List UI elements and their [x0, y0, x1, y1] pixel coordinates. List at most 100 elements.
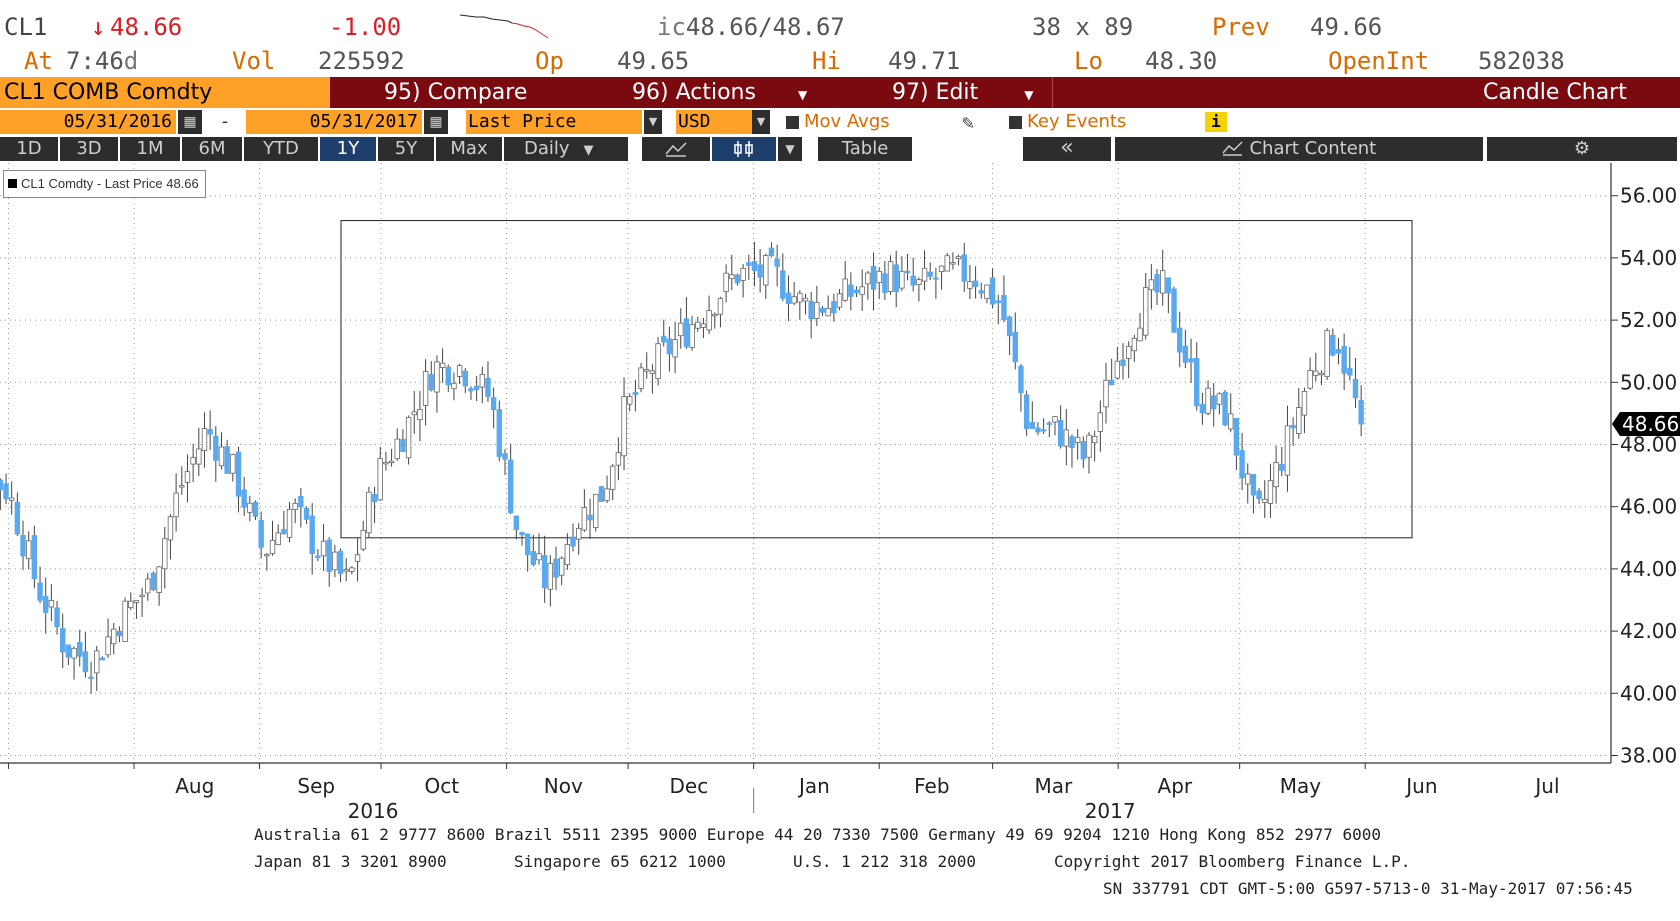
candle-body: [944, 255, 950, 272]
end-date-input[interactable]: 05/31/2017: [246, 110, 422, 134]
candle-body: [1256, 490, 1262, 500]
candle-body: [490, 397, 497, 410]
candle-body: [20, 535, 26, 557]
currency-select[interactable]: USD: [676, 110, 752, 134]
security-field[interactable]: CL1 COMB Comdty: [0, 77, 330, 108]
candle-body: [1086, 434, 1092, 458]
candle-body: [1318, 372, 1325, 376]
candle-body: [870, 265, 877, 290]
candle-body: [0, 479, 4, 491]
candle-body: [320, 540, 327, 557]
candle-body: [729, 274, 735, 280]
candle-body: [230, 454, 236, 474]
candle-body: [190, 457, 196, 465]
ticker: CL1: [4, 13, 48, 41]
candle-body: [706, 310, 712, 331]
dropdown-arrow-icon[interactable]: ▼: [752, 110, 770, 134]
candle-body: [462, 370, 468, 387]
compare-button[interactable]: 95) Compare: [384, 80, 528, 105]
last-price-marker: [1612, 411, 1680, 436]
gear-icon[interactable]: ⚙: [1487, 137, 1677, 161]
candle-body: [82, 651, 89, 673]
range-box-annotation: [340, 220, 1413, 539]
collapse-back-button[interactable]: «: [1023, 137, 1111, 161]
candle-body: [303, 507, 310, 520]
candle-body: [797, 292, 803, 303]
x-month-label: May: [1280, 774, 1322, 798]
mov-avgs-label[interactable]: Mov Avgs: [804, 111, 890, 132]
frequency-select[interactable]: Daily ▼: [504, 137, 628, 161]
candle-body: [1137, 327, 1143, 342]
candle-body: [14, 501, 21, 535]
candle-body: [661, 335, 667, 343]
key-events-checkbox[interactable]: [1009, 116, 1022, 129]
calendar-icon[interactable]: ▦: [424, 110, 448, 134]
period-1d[interactable]: 1D: [0, 137, 58, 161]
candle-body: [145, 578, 151, 594]
y-tick-label: 38.00: [1620, 744, 1677, 768]
candle-body: [955, 256, 962, 259]
candle-body: [309, 515, 315, 555]
last-price-label: 48.66: [1622, 412, 1679, 436]
candle-body: [893, 264, 899, 293]
candle-body: [1216, 393, 1223, 405]
candle-body: [1352, 378, 1359, 399]
key-events-label[interactable]: Key Events: [1027, 111, 1127, 132]
y-tick-label: 56.00: [1620, 184, 1677, 208]
candle-body: [349, 567, 355, 572]
candle-body: [910, 275, 916, 286]
edit-menu[interactable]: 97) Edit ▼: [892, 77, 1033, 108]
candle-body: [984, 284, 990, 300]
dropdown-arrow-icon: ▼: [797, 88, 808, 102]
candle-body: [417, 408, 423, 421]
candle-body: [774, 258, 780, 267]
dropdown-arrow-icon[interactable]: ▼: [778, 137, 802, 161]
candle-body: [598, 486, 605, 502]
calendar-icon[interactable]: ▦: [178, 110, 202, 134]
candle-body: [167, 516, 174, 541]
candle-chart-icon[interactable]: [712, 137, 776, 161]
footer-session: SN 337791 CDT GMT-5:00 G597-5713-0 31-Ma…: [1103, 879, 1633, 898]
candle-body: [77, 642, 83, 657]
prev-label: Prev: [1212, 13, 1270, 41]
candle-body: [1239, 450, 1245, 479]
mov-avgs-checkbox[interactable]: [786, 116, 799, 129]
candle-body: [836, 293, 843, 308]
period-ytd[interactable]: YTD: [244, 137, 318, 161]
candle-body: [700, 323, 707, 328]
period-3d[interactable]: 3D: [60, 137, 118, 161]
period-1y[interactable]: 1Y: [320, 137, 376, 161]
candle-body: [1035, 427, 1041, 433]
candle-body: [116, 630, 123, 637]
candle-body: [1307, 369, 1313, 389]
candle-body: [269, 539, 276, 554]
field-select[interactable]: Last Price: [466, 110, 642, 134]
start-date-input[interactable]: 05/31/2016: [0, 110, 176, 134]
dropdown-arrow-icon[interactable]: ▼: [644, 110, 662, 134]
candle-body: [972, 280, 979, 288]
period-max[interactable]: Max: [436, 137, 502, 161]
candle-body: [150, 572, 157, 590]
candle-body: [746, 262, 752, 266]
low-label: Lo: [1074, 47, 1103, 75]
candle-body: [456, 365, 463, 377]
candle-body: [927, 271, 933, 277]
line-chart-icon[interactable]: [642, 137, 710, 161]
period-1m[interactable]: 1M: [120, 137, 180, 161]
chart-content-label: Chart Content: [1249, 138, 1377, 159]
pencil-icon[interactable]: ✎: [962, 110, 975, 134]
actions-menu[interactable]: 96) Actions ▼: [632, 77, 807, 108]
candle-body: [570, 536, 576, 547]
candle-body: [564, 544, 571, 566]
sparkline-red: [511, 22, 549, 39]
candle-body: [536, 553, 542, 561]
candle-body: [354, 554, 361, 562]
chart-content-button[interactable]: Chart Content: [1115, 137, 1483, 161]
period-5y[interactable]: 5Y: [378, 137, 434, 161]
info-icon[interactable]: i: [1205, 112, 1227, 132]
period-6m[interactable]: 6M: [182, 137, 242, 161]
bid: 48.66: [685, 13, 759, 41]
open-interest: 582038: [1478, 47, 1565, 75]
table-button[interactable]: Table: [818, 137, 912, 161]
candle-body: [904, 270, 911, 274]
